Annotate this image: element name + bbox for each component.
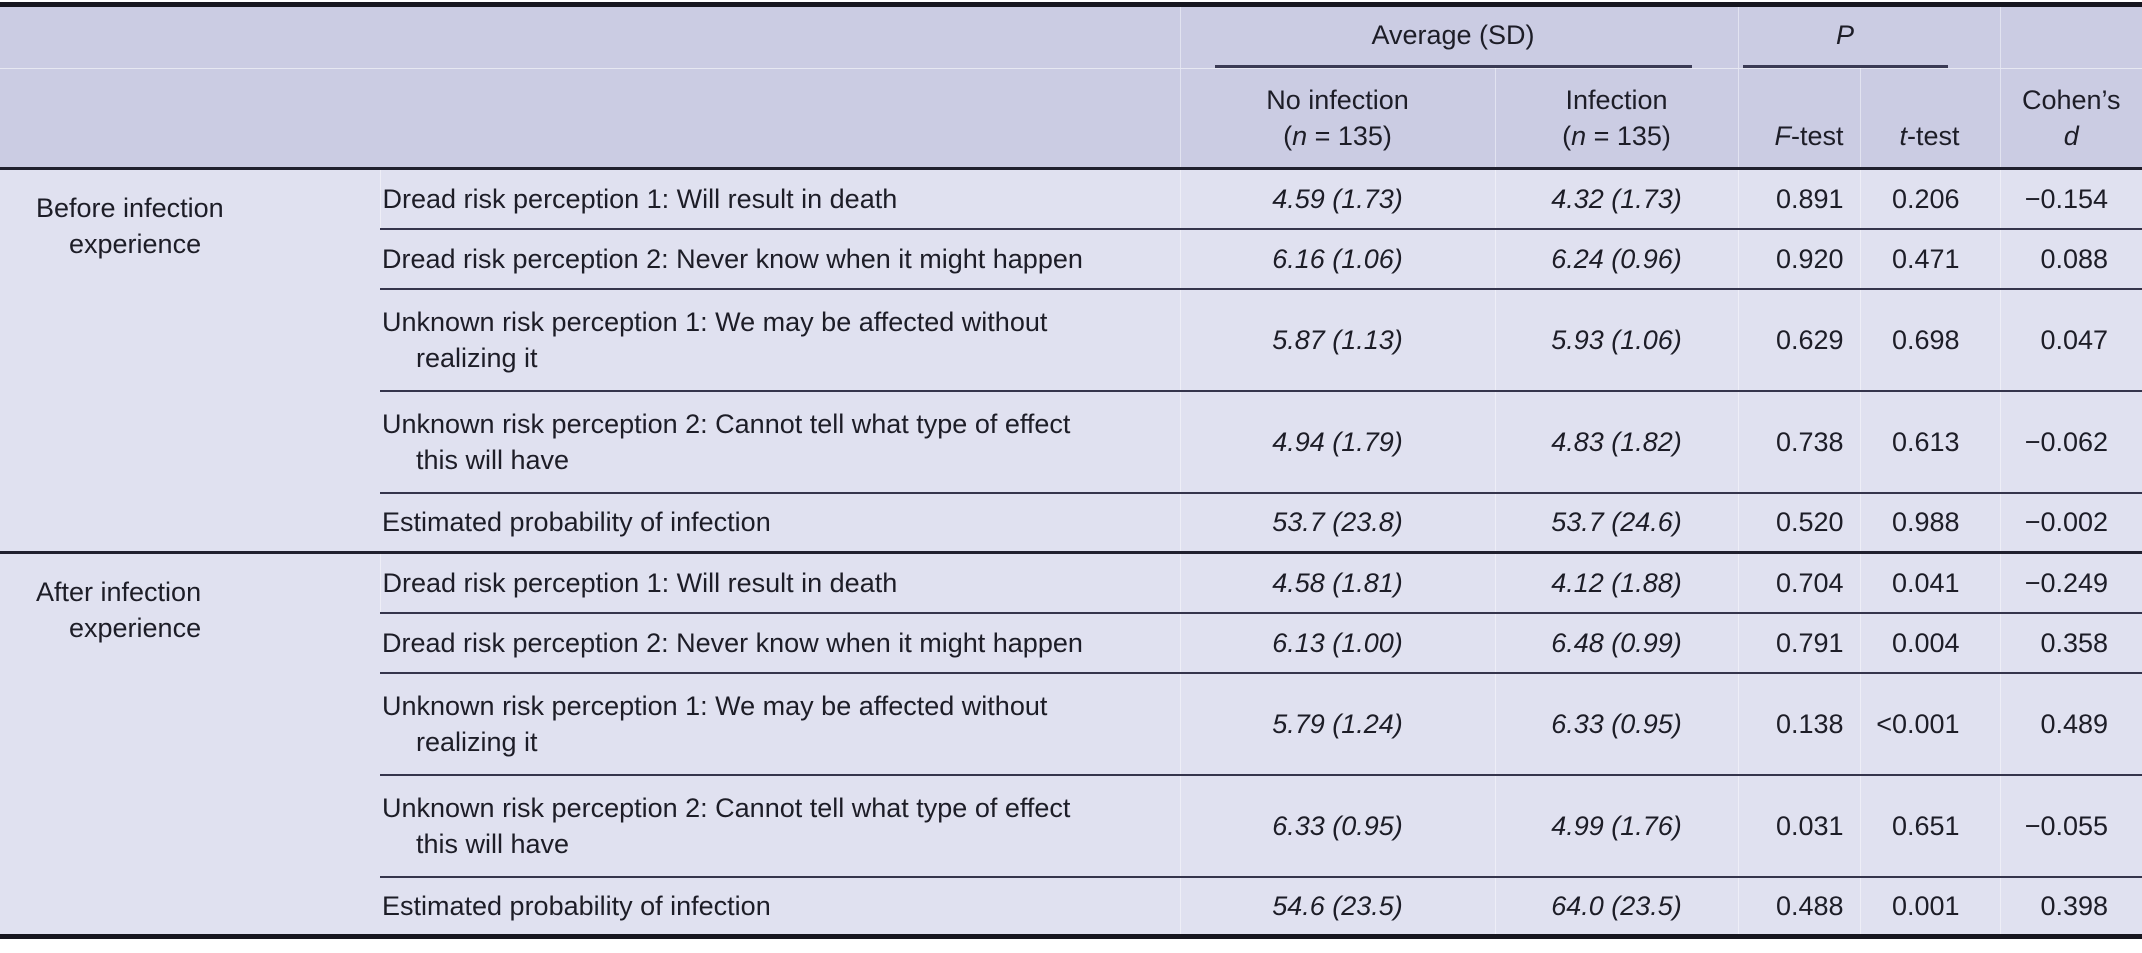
value-avg-infection: 6.33 (0.95) bbox=[1494, 671, 1739, 775]
value-cohens-d: 0.358 bbox=[1999, 611, 2142, 673]
value-avg-no-infection: 54.6 (23.5) bbox=[1179, 875, 1495, 937]
header-f-test: F-test bbox=[1737, 68, 1861, 169]
value-avg-infection: 64.0 (23.5) bbox=[1494, 875, 1739, 937]
value-cohens-d: 0.398 bbox=[1999, 875, 2142, 937]
value-cohens-d: −0.055 bbox=[1999, 773, 2142, 877]
row-label: Dread risk perception 1: Will result in … bbox=[379, 551, 1180, 613]
table-row: Dread risk perception 2: Never know when… bbox=[0, 227, 2142, 289]
row-label: Estimated probability of infection bbox=[380, 875, 1180, 937]
value-cohens-d: 0.088 bbox=[1999, 227, 2142, 289]
table-row: Estimated probability of infection 53.7 … bbox=[0, 491, 2142, 553]
header-cohens-line2: d bbox=[2063, 121, 2079, 151]
header-p-label: P bbox=[1836, 20, 1855, 50]
value-avg-infection: 6.48 (0.99) bbox=[1494, 611, 1739, 673]
value-t-test: 0.988 bbox=[1859, 491, 2001, 553]
value-f-test: 0.520 bbox=[1737, 491, 1861, 553]
value-t-test: 0.613 bbox=[1859, 389, 2001, 493]
value-avg-no-infection: 6.33 (0.95) bbox=[1179, 773, 1495, 877]
value-cohens-d: −0.154 bbox=[1999, 167, 2142, 229]
value-t-test: 0.471 bbox=[1859, 227, 2001, 289]
header-t-test: t-test bbox=[1859, 68, 2001, 169]
header-infection: Infection (n = 135) bbox=[1494, 68, 1739, 169]
section-after: After infection experience Dread risk pe… bbox=[0, 551, 2142, 937]
value-f-test: 0.738 bbox=[1737, 389, 1861, 493]
row-label: Dread risk perception 2: Never know when… bbox=[380, 611, 1180, 673]
value-t-test: <0.001 bbox=[1859, 671, 2001, 775]
header-empty-cell-right bbox=[1999, 4, 2142, 69]
group-label-before: Before infection experience bbox=[0, 167, 380, 553]
header-cohens-d: Cohen’s d bbox=[1999, 68, 2142, 169]
header-group-row: Average (SD) P bbox=[0, 4, 2142, 69]
table-row: After infection experience Dread risk pe… bbox=[0, 551, 2142, 937]
value-avg-no-infection: 53.7 (23.8) bbox=[1179, 491, 1495, 553]
table-row: Dread risk perception 2: Never know when… bbox=[0, 611, 2142, 673]
header-cohens-line1: Cohen’s bbox=[2021, 85, 2121, 115]
value-avg-infection: 4.83 (1.82) bbox=[1494, 389, 1739, 493]
value-avg-infection: 4.32 (1.73) bbox=[1494, 167, 1739, 229]
header-p: P bbox=[1737, 4, 2001, 69]
value-f-test: 0.791 bbox=[1737, 611, 1861, 673]
table-header: Average (SD) P No infection (n = 135) In… bbox=[0, 4, 2142, 169]
value-avg-no-infection: 4.58 (1.81) bbox=[1179, 551, 1495, 613]
value-f-test: 0.629 bbox=[1737, 287, 1861, 391]
value-cohens-d: −0.002 bbox=[1999, 491, 2142, 553]
value-avg-no-infection: 6.13 (1.00) bbox=[1179, 611, 1495, 673]
value-avg-no-infection: 4.59 (1.73) bbox=[1179, 167, 1495, 229]
table-row: Unknown risk perception 2: Cannot tell w… bbox=[0, 389, 2142, 493]
value-avg-no-infection: 5.87 (1.13) bbox=[1179, 287, 1495, 391]
value-avg-no-infection: 6.16 (1.06) bbox=[1179, 227, 1495, 289]
value-cohens-d: −0.249 bbox=[1999, 551, 2142, 613]
value-f-test: 0.488 bbox=[1737, 875, 1861, 937]
header-subrow: No infection (n = 135) Infection (n = 13… bbox=[0, 68, 2142, 169]
value-avg-no-infection: 5.79 (1.24) bbox=[1179, 671, 1495, 775]
value-t-test: 0.698 bbox=[1859, 287, 2001, 391]
value-f-test: 0.920 bbox=[1737, 227, 1861, 289]
table-row: Estimated probability of infection 54.6 … bbox=[0, 875, 2142, 937]
value-avg-infection: 4.12 (1.88) bbox=[1494, 551, 1739, 613]
header-no-infection-n: (n = 135) bbox=[1283, 121, 1392, 151]
row-label: Dread risk perception 2: Never know when… bbox=[380, 227, 1180, 289]
value-f-test: 0.031 bbox=[1737, 773, 1861, 877]
value-f-test: 0.138 bbox=[1737, 671, 1861, 775]
value-avg-infection: 5.93 (1.06) bbox=[1494, 287, 1739, 391]
row-label: Estimated probability of infection bbox=[380, 491, 1180, 553]
value-cohens-d: 0.047 bbox=[1999, 287, 2142, 391]
table-row: Before infection experience Dread risk p… bbox=[0, 167, 2142, 553]
row-label: Unknown risk perception 1: We may be aff… bbox=[380, 287, 1180, 391]
table-row: Unknown risk perception 2: Cannot tell w… bbox=[0, 773, 2142, 877]
table-row: Unknown risk perception 1: We may be aff… bbox=[0, 671, 2142, 775]
value-cohens-d: −0.062 bbox=[1999, 389, 2142, 493]
value-cohens-d: 0.489 bbox=[1999, 671, 2142, 775]
row-label: Unknown risk perception 1: We may be aff… bbox=[380, 671, 1180, 775]
header-empty-cell bbox=[0, 4, 1180, 69]
value-t-test: 0.041 bbox=[1859, 551, 2001, 613]
table-row: Unknown risk perception 1: We may be aff… bbox=[0, 287, 2142, 391]
header-empty-subcell bbox=[0, 68, 1180, 169]
value-avg-infection: 6.24 (0.96) bbox=[1494, 227, 1739, 289]
value-avg-infection: 53.7 (24.6) bbox=[1494, 491, 1739, 553]
value-t-test: 0.001 bbox=[1859, 875, 2001, 937]
header-infection-n: (n = 135) bbox=[1562, 121, 1671, 151]
value-t-test: 0.206 bbox=[1859, 167, 2001, 229]
row-label: Unknown risk perception 2: Cannot tell w… bbox=[380, 389, 1180, 493]
section-before: Before infection experience Dread risk p… bbox=[0, 167, 2142, 553]
value-avg-infection: 4.99 (1.76) bbox=[1494, 773, 1739, 877]
header-average-sd-label: Average (SD) bbox=[1371, 20, 1535, 50]
header-average-sd: Average (SD) bbox=[1179, 4, 1739, 69]
group-label-after: After infection experience bbox=[0, 551, 380, 937]
value-f-test: 0.891 bbox=[1737, 167, 1861, 229]
value-t-test: 0.004 bbox=[1859, 611, 2001, 673]
header-no-infection: No infection (n = 135) bbox=[1179, 68, 1495, 169]
header-infection-title: Infection bbox=[1565, 85, 1668, 115]
row-label: Unknown risk perception 2: Cannot tell w… bbox=[380, 773, 1180, 877]
value-avg-no-infection: 4.94 (1.79) bbox=[1179, 389, 1495, 493]
value-f-test: 0.704 bbox=[1737, 551, 1861, 613]
header-no-infection-title: No infection bbox=[1266, 85, 1409, 115]
value-t-test: 0.651 bbox=[1859, 773, 2001, 877]
row-label: Dread risk perception 1: Will result in … bbox=[379, 167, 1180, 229]
